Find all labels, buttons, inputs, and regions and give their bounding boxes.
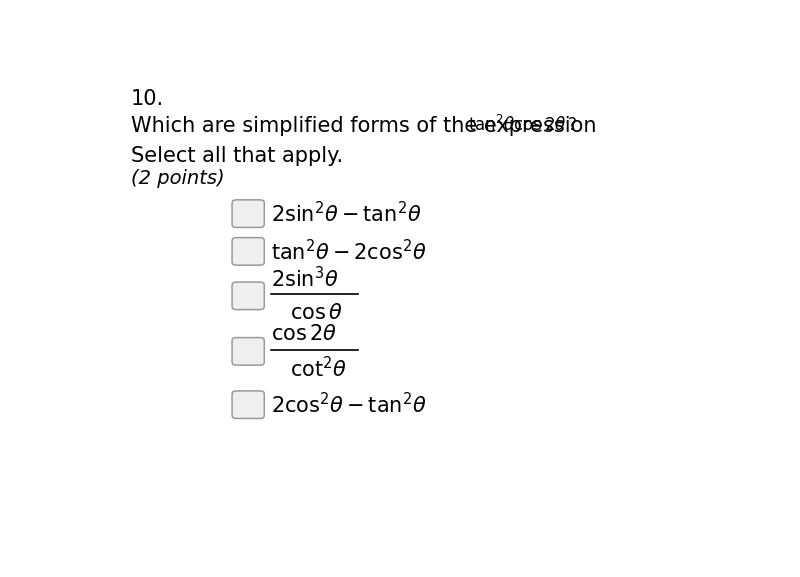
Text: $\cot^{2}\!\theta$: $\cot^{2}\!\theta$ xyxy=(290,355,346,381)
Text: Which are simplified forms of the expression: Which are simplified forms of the expres… xyxy=(131,116,603,136)
FancyBboxPatch shape xyxy=(232,338,264,365)
Text: $\tan^{2}\!\theta - 2\cos^{2}\!\theta$: $\tan^{2}\!\theta - 2\cos^{2}\!\theta$ xyxy=(271,239,426,264)
Text: 10.: 10. xyxy=(131,89,164,109)
FancyBboxPatch shape xyxy=(232,282,264,310)
Text: Select all that apply.: Select all that apply. xyxy=(131,145,343,166)
Text: (2 points): (2 points) xyxy=(131,169,225,188)
FancyBboxPatch shape xyxy=(232,391,264,418)
Text: $\cos 2\theta$: $\cos 2\theta$ xyxy=(271,324,338,344)
Text: $2\sin^{2}\!\theta - \tan^{2}\!\theta$: $2\sin^{2}\!\theta - \tan^{2}\!\theta$ xyxy=(271,201,422,226)
Text: $2\cos^{2}\!\theta - \tan^{2}\!\theta$: $2\cos^{2}\!\theta - \tan^{2}\!\theta$ xyxy=(271,392,426,417)
Text: $2\sin^{3}\!\theta$: $2\sin^{3}\!\theta$ xyxy=(271,267,338,291)
Text: $\tan^{2}\!\theta\cos 2\theta\,?$: $\tan^{2}\!\theta\cos 2\theta\,?$ xyxy=(468,115,577,135)
FancyBboxPatch shape xyxy=(232,200,264,227)
Text: $\cos\theta$: $\cos\theta$ xyxy=(290,303,342,323)
FancyBboxPatch shape xyxy=(232,238,264,265)
